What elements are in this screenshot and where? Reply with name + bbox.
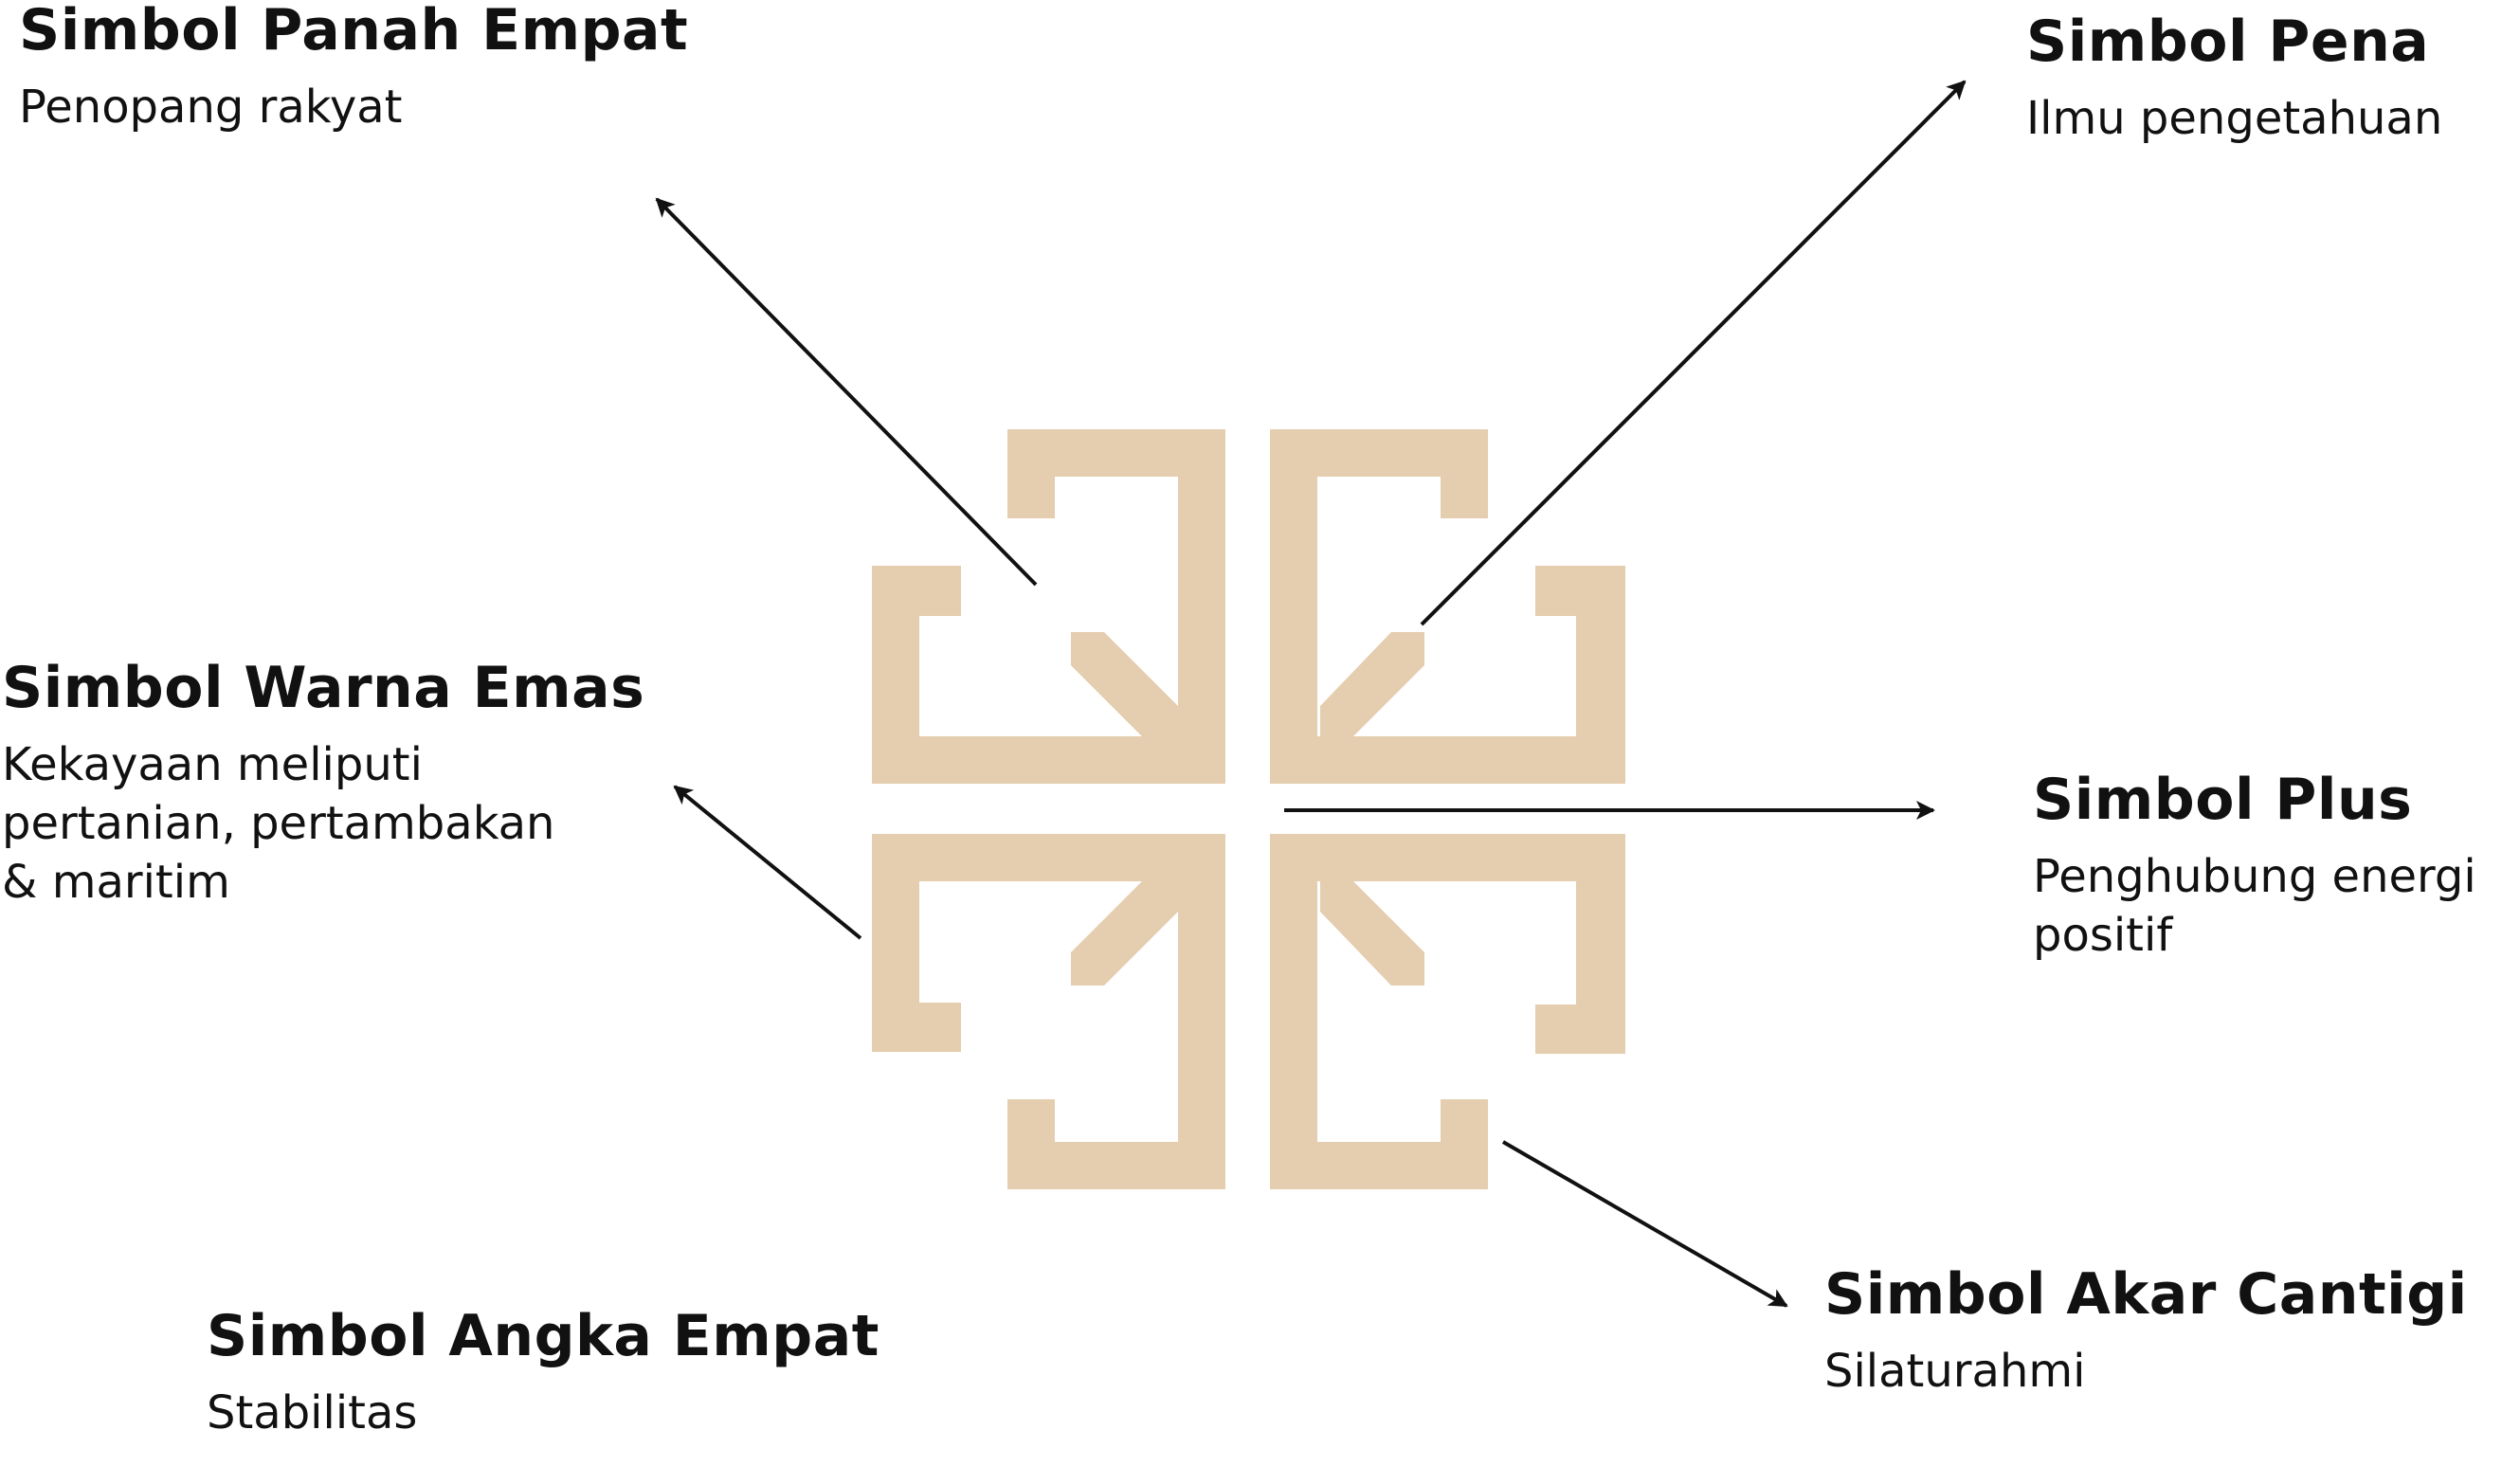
label-description: Silaturahmi xyxy=(1824,1345,2086,1398)
emblem-quadrant-bottom-left xyxy=(872,834,1225,1189)
emblem-arrow-bottom-left xyxy=(1071,881,1178,986)
label-akar-cantigi: Simbol Akar Cantigi Silaturahmi xyxy=(1824,1260,2468,1401)
label-description: Penghubung energi positif xyxy=(2033,850,2476,962)
label-pena: Simbol Pena Ilmu pengetahuan xyxy=(2026,8,2442,148)
label-panah-empat: Simbol Panah Empat Penopang rakyat xyxy=(19,0,688,136)
label-title: Simbol Plus xyxy=(2033,767,2413,833)
pointer-arrow-warna-emas xyxy=(673,785,862,940)
emblem-arrow-top-left-head xyxy=(1071,632,1178,736)
label-title: Simbol Akar Cantigi xyxy=(1824,1261,2468,1328)
emblem-quadrant-top-right xyxy=(1270,429,1625,784)
label-title: Simbol Panah Empat xyxy=(19,0,689,63)
label-description: Ilmu pengetahuan xyxy=(2026,92,2443,145)
emblem-arrow-top-right xyxy=(1320,632,1424,736)
label-warna-emas: Simbol Warna Emas Kekayaan meliputi pert… xyxy=(2,654,644,912)
label-title: Simbol Warna Emas xyxy=(2,655,645,721)
label-angka-empat: Simbol Angka Empat Stabilitas xyxy=(207,1302,879,1442)
emblem-quadrant-top-left xyxy=(872,429,1225,784)
emblem-arrow-bottom-right xyxy=(1320,881,1424,986)
label-description: Penopang rakyat xyxy=(19,81,403,134)
label-description: Kekayaan meliputi pertanian, pertambakan… xyxy=(2,738,555,909)
emblem-quadrant-bottom-right xyxy=(1270,834,1625,1189)
label-title: Simbol Angka Empat xyxy=(207,1303,879,1369)
label-title: Simbol Pena xyxy=(2026,9,2430,75)
pointer-arrow-panah-empat xyxy=(655,197,1038,587)
label-description: Stabilitas xyxy=(207,1386,418,1439)
pointer-arrow-akar-cantigi xyxy=(1501,1140,1788,1308)
four-arrow-emblem xyxy=(872,429,1625,1189)
pointer-arrow-pena xyxy=(1420,80,1967,626)
label-plus: Simbol Plus Penghubung energi positif xyxy=(2033,766,2476,965)
